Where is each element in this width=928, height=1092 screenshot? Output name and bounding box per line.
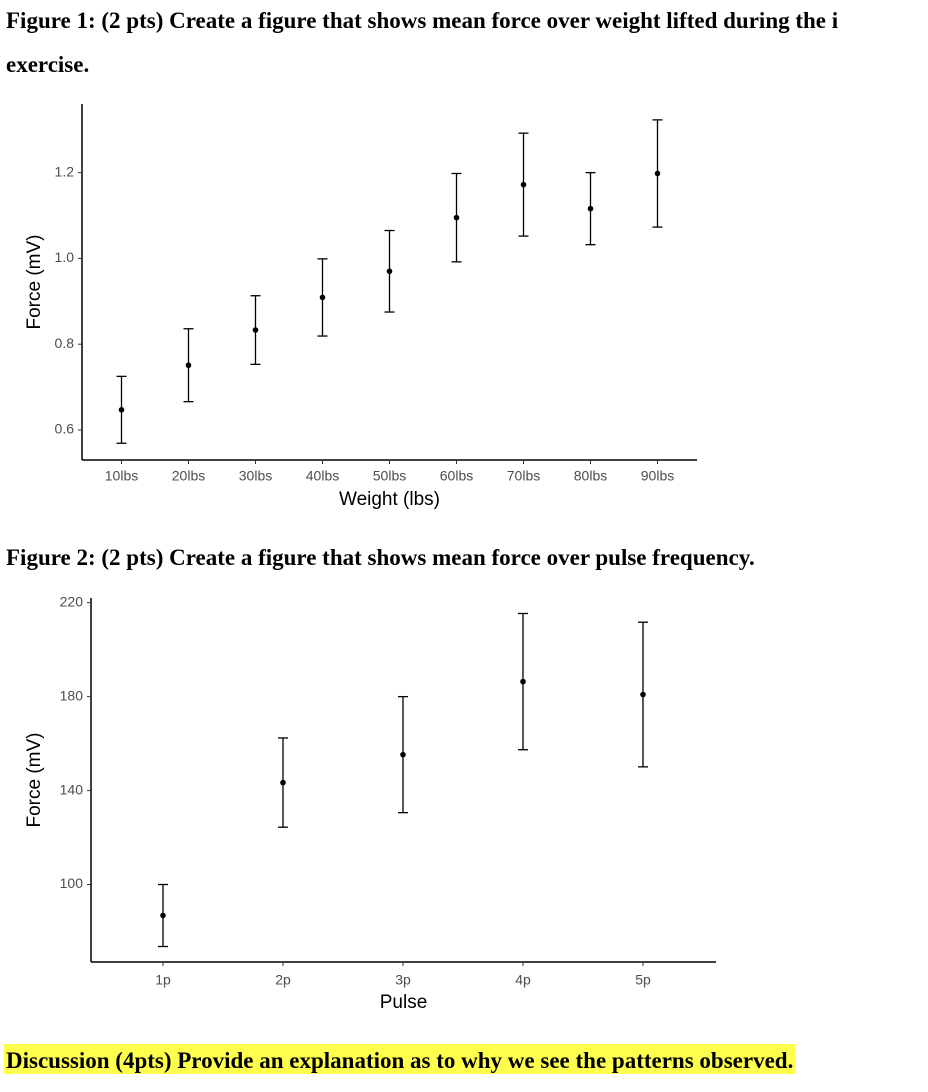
mean-point — [280, 779, 286, 786]
x-axis-label: Weight (lbs) — [339, 489, 440, 510]
figure-heading: exercise. — [6, 52, 89, 77]
y-tick-label: 140 — [60, 781, 84, 797]
y-axis-label: Force (mV) — [24, 733, 45, 828]
x-tick-label: 50lbs — [373, 468, 406, 484]
x-tick-label: 80lbs — [574, 468, 607, 484]
highlight — [4, 1044, 796, 1074]
mean-point — [118, 407, 125, 413]
x-axis-label: Pulse — [380, 992, 428, 1013]
mean-point — [654, 170, 661, 177]
x-tick-label: 20lbs — [172, 468, 205, 484]
mean-point — [453, 214, 460, 221]
y-tick-label: 100 — [60, 875, 84, 891]
mean-point — [160, 912, 166, 919]
mean-point — [520, 181, 527, 188]
x-tick-label: 2p — [275, 972, 291, 988]
y-axis-label: Force (mV) — [24, 235, 45, 330]
mean-point — [252, 327, 259, 333]
discussion-heading: Discussion (4pts) Provide an explanation… — [6, 1048, 793, 1073]
y-tick-label: 0.6 — [55, 421, 75, 437]
y-tick-label: 180 — [60, 687, 84, 703]
x-tick-label: 3p — [395, 972, 411, 988]
mean-point — [185, 362, 192, 369]
x-tick-label: 40lbs — [306, 468, 339, 484]
y-tick-label: 1.0 — [55, 249, 75, 265]
x-tick-label: 5p — [635, 972, 651, 988]
mean-point — [587, 205, 594, 212]
x-tick-label: 10lbs — [105, 468, 138, 484]
figure-heading: Figure 1: (2 pts) Create a figure that s… — [6, 8, 839, 33]
y-tick-label: 0.8 — [55, 335, 75, 351]
mean-point — [640, 691, 646, 698]
x-tick-label: 60lbs — [440, 468, 473, 484]
y-tick-label: 1.2 — [55, 163, 75, 179]
x-tick-label: 1p — [155, 972, 171, 988]
y-tick-label: 220 — [60, 593, 84, 609]
figure-heading: Figure 2: (2 pts) Create a figure that s… — [6, 545, 755, 570]
x-tick-label: 4p — [515, 972, 531, 988]
mean-point — [386, 268, 393, 275]
x-tick-label: 70lbs — [507, 468, 540, 484]
x-tick-label: 30lbs — [239, 468, 272, 484]
x-tick-label: 90lbs — [641, 468, 674, 484]
mean-point — [319, 294, 326, 301]
mean-point — [520, 678, 526, 685]
mean-point — [400, 751, 406, 758]
